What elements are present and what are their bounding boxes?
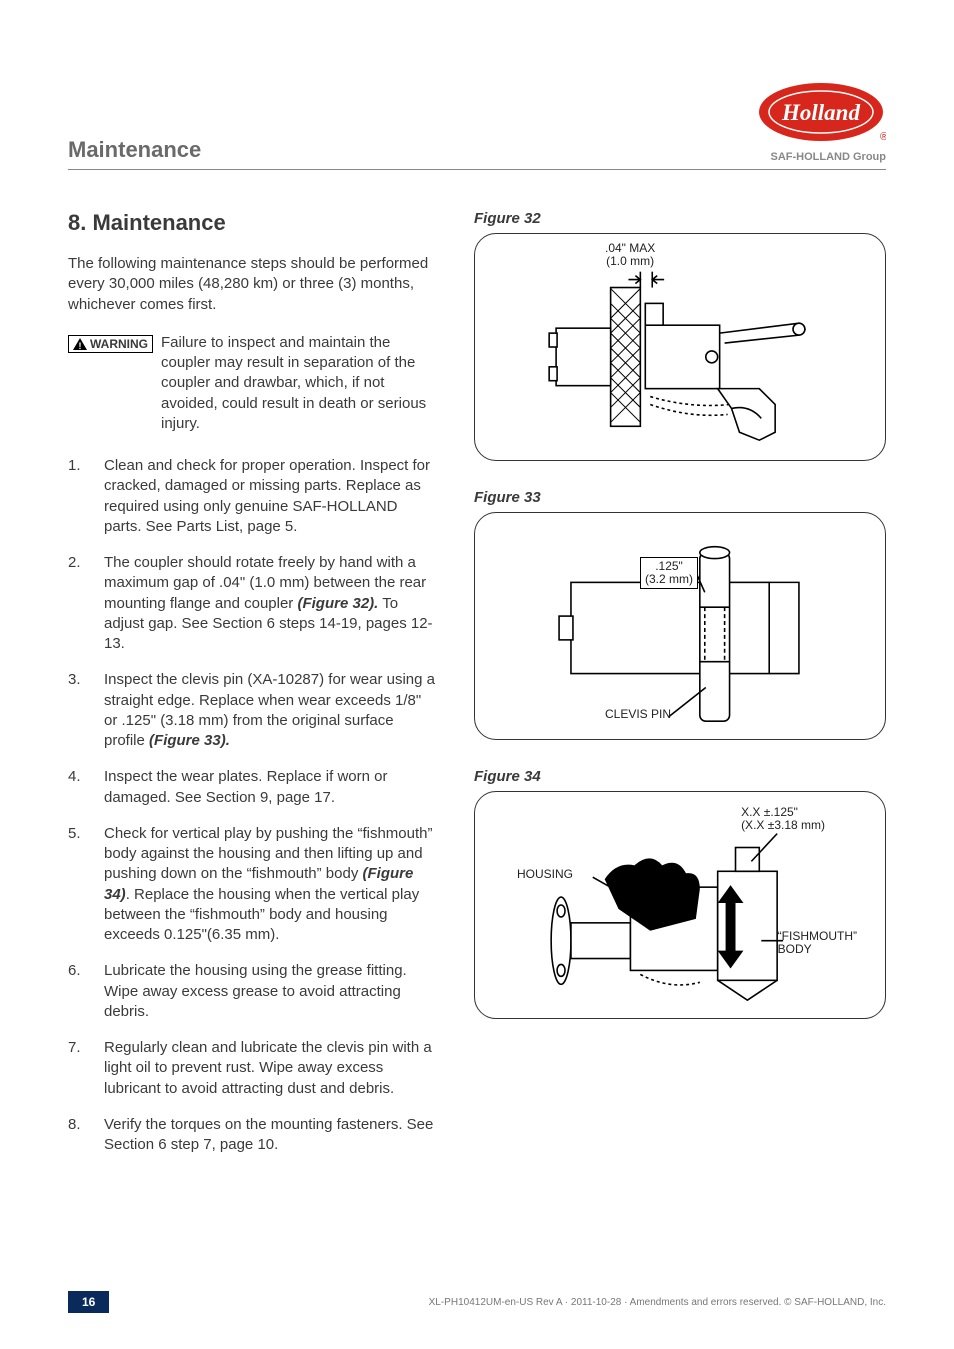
figure-annotation: .04" MAX (1.0 mm) (605, 242, 655, 268)
step-item: Verify the torques on the mounting faste… (68, 1115, 436, 1156)
registered-mark-icon: ® (880, 131, 886, 143)
warning-badge: ! WARNING (68, 335, 153, 353)
step-item: Regularly clean and lubricate the clevis… (68, 1038, 436, 1099)
figure-label: Figure 33 (474, 489, 886, 506)
step-item: The coupler should rotate freely by hand… (68, 553, 436, 654)
logo-subtitle: SAF-HOLLAND Group (756, 151, 886, 163)
annot-line: .125" (655, 559, 683, 573)
step-text: . Replace the housing when the vertical … (104, 886, 419, 944)
figure-annotation: “FISHMOUTH” BODY (778, 930, 857, 956)
page-footer: 16 XL-PH10412UM-en-US Rev A · 2011-10-28… (68, 1291, 886, 1313)
warning-label: WARNING (90, 337, 148, 351)
step-item: Check for vertical play by pushing the “… (68, 824, 436, 946)
warning-block: ! WARNING Failure to inspect and maintai… (68, 333, 436, 434)
figure-reference: (Figure 32). (297, 595, 378, 612)
step-item: Lubricate the housing using the grease f… (68, 961, 436, 1022)
header-section-title: Maintenance (68, 137, 201, 163)
figure-annotation: X.X ±.125" (X.X ±3.18 mm) (741, 806, 825, 832)
right-column: Figure 32 .04" MAX (1.0 mm) (474, 210, 886, 1171)
annot-line: (X.X ±3.18 mm) (741, 818, 825, 832)
warning-text: Failure to inspect and maintain the coup… (161, 333, 436, 434)
figure-label: Figure 34 (474, 768, 886, 785)
figure-reference: (Figure 33). (149, 732, 230, 749)
coupler-top-diagram-icon (475, 234, 885, 460)
step-text: Verify the torques on the mounting faste… (104, 1116, 433, 1153)
step-text: Lubricate the housing using the grease f… (104, 962, 407, 1020)
clevis-pin-diagram-icon (475, 513, 885, 739)
step-text: Clean and check for proper operation. In… (104, 457, 430, 535)
maintenance-steps-list: Clean and check for proper operation. In… (68, 456, 436, 1155)
warning-triangle-icon: ! (73, 338, 87, 350)
figure-annotation: .125" (3.2 mm) (640, 557, 698, 589)
header-row: Maintenance Holland ® SAF-HOLLAND Group (68, 80, 886, 170)
figure-33: .125" (3.2 mm) CLEVIS PIN (474, 512, 886, 740)
figure-annotation: HOUSING (517, 868, 573, 881)
left-column: 8. Maintenance The following maintenance… (68, 210, 436, 1171)
figure-34: X.X ±.125" (X.X ±3.18 mm) HOUSING “FISHM… (474, 791, 886, 1019)
step-text: Inspect the wear plates. Replace if worn… (104, 768, 387, 805)
annot-line: “FISHMOUTH” (778, 929, 857, 943)
annot-line: .04" MAX (605, 241, 655, 255)
figure-label: Figure 32 (474, 210, 886, 227)
holland-logo-icon: Holland ® (756, 80, 886, 144)
svg-text:!: ! (79, 341, 82, 350)
step-item: Clean and check for proper operation. In… (68, 456, 436, 537)
section-heading: 8. Maintenance (68, 210, 436, 236)
step-text: Regularly clean and lubricate the clevis… (104, 1039, 432, 1097)
annot-line: (1.0 mm) (606, 254, 654, 268)
footer-text: XL-PH10412UM-en-US Rev A · 2011-10-28 · … (127, 1297, 886, 1308)
page-number: 16 (68, 1291, 109, 1313)
brand-logo: Holland ® SAF-HOLLAND Group (756, 80, 886, 163)
intro-paragraph: The following maintenance steps should b… (68, 254, 436, 315)
content-columns: 8. Maintenance The following maintenance… (68, 210, 886, 1171)
page: Maintenance Holland ® SAF-HOLLAND Group … (0, 0, 954, 1211)
annot-line: X.X ±.125" (741, 805, 798, 819)
logo-script: Holland (781, 100, 860, 125)
figure-annotation: CLEVIS PIN (605, 708, 671, 721)
annot-line: BODY (778, 942, 812, 956)
annot-line: (3.2 mm) (645, 572, 693, 586)
step-item: Inspect the wear plates. Replace if worn… (68, 767, 436, 808)
step-item: Inspect the clevis pin (XA-10287) for we… (68, 670, 436, 751)
figure-32: .04" MAX (1.0 mm) (474, 233, 886, 461)
